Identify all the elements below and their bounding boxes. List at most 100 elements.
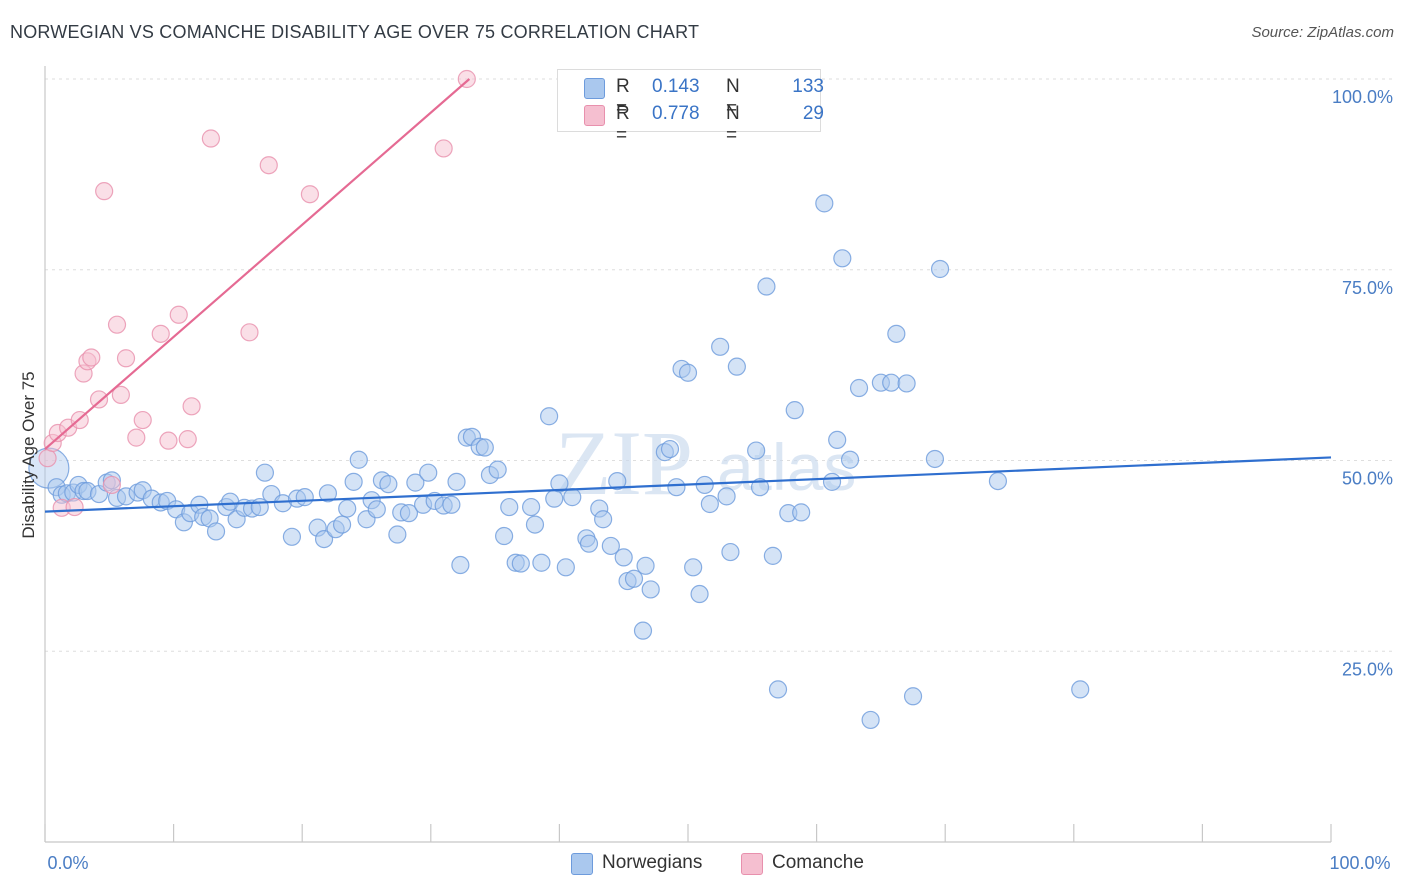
norwegians-n-value: 133	[792, 76, 824, 97]
comanche-point-23	[201, 129, 220, 148]
comanche-point-17	[133, 410, 152, 430]
grid-lines	[45, 78, 1393, 652]
norwegian-point-60	[451, 555, 470, 575]
norwegian-point-71	[522, 497, 541, 517]
comanche-point-24	[240, 323, 259, 342]
comanche-point-19	[159, 431, 178, 450]
comanche-point-26	[300, 185, 320, 204]
comanche-point-25	[259, 156, 278, 175]
norwegian-point-95	[678, 363, 698, 382]
comanche-point-20	[169, 305, 188, 324]
norwegian-point-113	[822, 472, 842, 491]
series-comanche	[38, 69, 476, 517]
norwegian-point-34	[282, 527, 302, 546]
comanche-point-14	[111, 385, 130, 404]
norwegian-point-41	[332, 515, 352, 534]
norwegian-point-112	[815, 194, 834, 213]
chart-title: NORWEGIAN VS COMANCHE DISABILITY AGE OVE…	[10, 22, 700, 42]
norwegians-n-label: N =	[726, 76, 740, 119]
norwegians-r-value: 0.143	[652, 76, 700, 97]
norwegian-point-124	[925, 449, 945, 469]
norwegian-point-97	[690, 584, 709, 604]
norwegians-swatch	[584, 78, 605, 99]
comanche-point-0	[38, 449, 57, 468]
trend-line-norwegians	[44, 456, 1332, 513]
comanche-point-21	[178, 430, 197, 449]
comanche-point-12	[102, 475, 121, 495]
norwegian-point-108	[768, 680, 788, 699]
y-tick-label-75: 75.0%	[1342, 278, 1393, 298]
norwegian-point-92	[660, 439, 680, 459]
bottom-legend-norwegians-swatch	[571, 853, 593, 875]
norwegian-point-121	[887, 324, 906, 343]
y-tick-label-100: 100.0%	[1332, 87, 1393, 107]
comanche-point-18	[151, 324, 170, 343]
comanche-n-label: N =	[726, 103, 740, 146]
norwegian-point-106	[757, 277, 776, 296]
norwegian-point-72	[525, 515, 545, 534]
bottom-legend-comanche-swatch	[741, 853, 763, 875]
comanche-point-11	[95, 182, 114, 201]
norwegian-point-58	[442, 495, 461, 514]
norwegian-point-100	[711, 337, 730, 356]
norwegian-point-59	[447, 472, 466, 491]
norwegian-point-68	[500, 497, 519, 517]
norwegian-point-90	[641, 580, 660, 599]
norwegian-point-84	[608, 472, 627, 491]
norwegian-point-102	[721, 542, 740, 562]
norwegian-point-31	[255, 463, 275, 482]
norwegian-point-85	[614, 548, 633, 567]
y-tick-label-25: 25.0%	[1342, 659, 1393, 679]
norwegian-point-73	[532, 553, 551, 572]
norwegian-point-76	[550, 474, 569, 493]
trend-line-comanche	[44, 78, 471, 450]
norwegian-point-74	[540, 407, 559, 426]
norwegian-point-103	[727, 357, 746, 376]
norwegian-point-44	[349, 450, 368, 469]
comanche-point-15	[116, 349, 136, 368]
norwegian-point-126	[988, 472, 1008, 491]
comanche-swatch	[584, 105, 605, 126]
comanche-point-27	[434, 139, 453, 158]
comanche-r-value: 0.778	[652, 103, 700, 124]
comanche-point-13	[107, 315, 127, 334]
comanche-n-value: 29	[802, 103, 824, 124]
norwegian-point-93	[667, 478, 686, 497]
norwegian-point-123	[903, 687, 923, 706]
norwegian-point-24	[206, 522, 226, 541]
norwegian-point-83	[601, 536, 620, 556]
norwegian-point-66	[488, 460, 507, 479]
norwegian-point-87	[624, 569, 644, 588]
norwegian-point-115	[833, 249, 852, 268]
norwegian-point-101	[717, 487, 736, 506]
bottom-legend-norwegians-label: Norwegians	[602, 852, 703, 873]
norwegian-point-127	[1071, 680, 1090, 699]
x-tick-label-max: 100.0%	[1329, 853, 1390, 873]
norwegian-point-96	[684, 558, 703, 577]
norwegian-point-52	[399, 504, 419, 523]
norwegian-point-53	[406, 473, 425, 492]
norwegian-point-43	[344, 472, 363, 491]
norwegian-point-89	[636, 556, 655, 575]
norwegian-point-117	[849, 378, 869, 398]
norwegian-point-70	[511, 554, 530, 573]
norwegian-point-105	[750, 478, 770, 497]
norwegians-r-label: R =	[616, 76, 630, 119]
y-tick-label-50: 50.0%	[1342, 469, 1393, 489]
comanche-r-label: R =	[616, 103, 630, 146]
comanche-point-10	[89, 390, 109, 409]
norwegian-point-75	[545, 489, 564, 508]
norwegian-point-77	[556, 558, 575, 577]
norwegian-point-120	[882, 373, 901, 392]
y-axis-label: Disability Age Over 75	[19, 371, 38, 538]
norwegian-point-50	[388, 525, 407, 544]
correlation-legend: R = 0.143 N = 133 R = 0.778 N = 29	[557, 69, 824, 146]
comanche-point-5	[65, 497, 84, 517]
comanche-point-16	[127, 428, 146, 447]
trend-lines	[44, 78, 1332, 513]
norwegian-point-42	[338, 499, 357, 518]
comanche-point-9	[82, 348, 101, 367]
norwegian-point-99	[700, 494, 719, 514]
norwegian-point-55	[419, 463, 438, 482]
